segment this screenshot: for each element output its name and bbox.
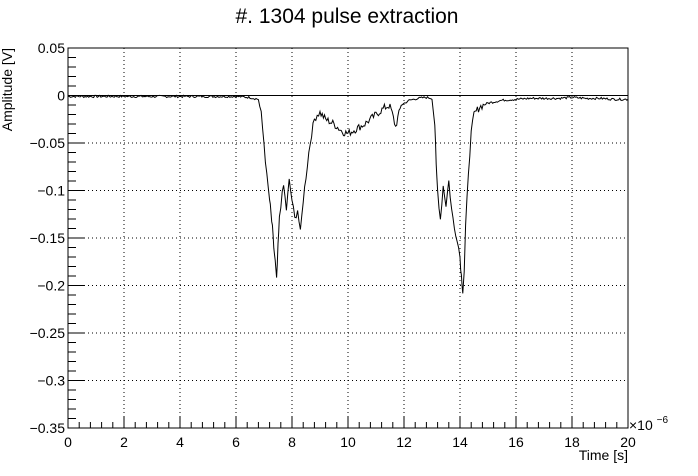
y-tick-label: −0.1 xyxy=(37,183,65,199)
x-axis-title: Time [s] xyxy=(579,447,628,463)
x-tick-label: 0 xyxy=(64,434,72,450)
tick-labels: 0 2 4 6 8 10 12 14 16 18 20 0.05 0 −0.05 −0.1 −0.15 −0.2… xyxy=(30,40,636,450)
series-line xyxy=(67,94,629,294)
y-tick-label: 0 xyxy=(57,88,65,104)
chart-title: #. 1304 pulse extraction xyxy=(236,5,459,28)
y-tick-label: −0.15 xyxy=(30,230,66,246)
x-tick-label: 20 xyxy=(620,434,636,450)
x-tick-label: 2 xyxy=(120,434,128,450)
y-tick-label: −0.2 xyxy=(37,278,65,294)
x-axis-exponent: ×10 −6 xyxy=(629,415,668,433)
x-exponent-power: −6 xyxy=(657,415,669,426)
y-tick-label: 0.05 xyxy=(38,40,65,56)
x-tick-label: 10 xyxy=(340,434,356,450)
x-tick-label: 6 xyxy=(232,434,240,450)
x-tick-label: 12 xyxy=(396,434,412,450)
x-tick-label: 14 xyxy=(452,434,468,450)
ticks-layer xyxy=(67,47,629,429)
y-tick-label: −0.05 xyxy=(30,135,66,151)
x-tick-label: 16 xyxy=(508,434,524,450)
y-tick-label: −0.25 xyxy=(30,325,66,341)
x-tick-label: 8 xyxy=(288,434,296,450)
y-tick-label: −0.3 xyxy=(37,373,65,389)
x-tick-label: 4 xyxy=(176,434,184,450)
grid-layer xyxy=(68,48,628,428)
x-tick-label: 18 xyxy=(564,434,580,450)
x-exponent-base: ×10 xyxy=(629,417,653,433)
y-axis-title: Amplitude [V] xyxy=(0,48,15,131)
y-tick-label: −0.35 xyxy=(30,420,66,436)
